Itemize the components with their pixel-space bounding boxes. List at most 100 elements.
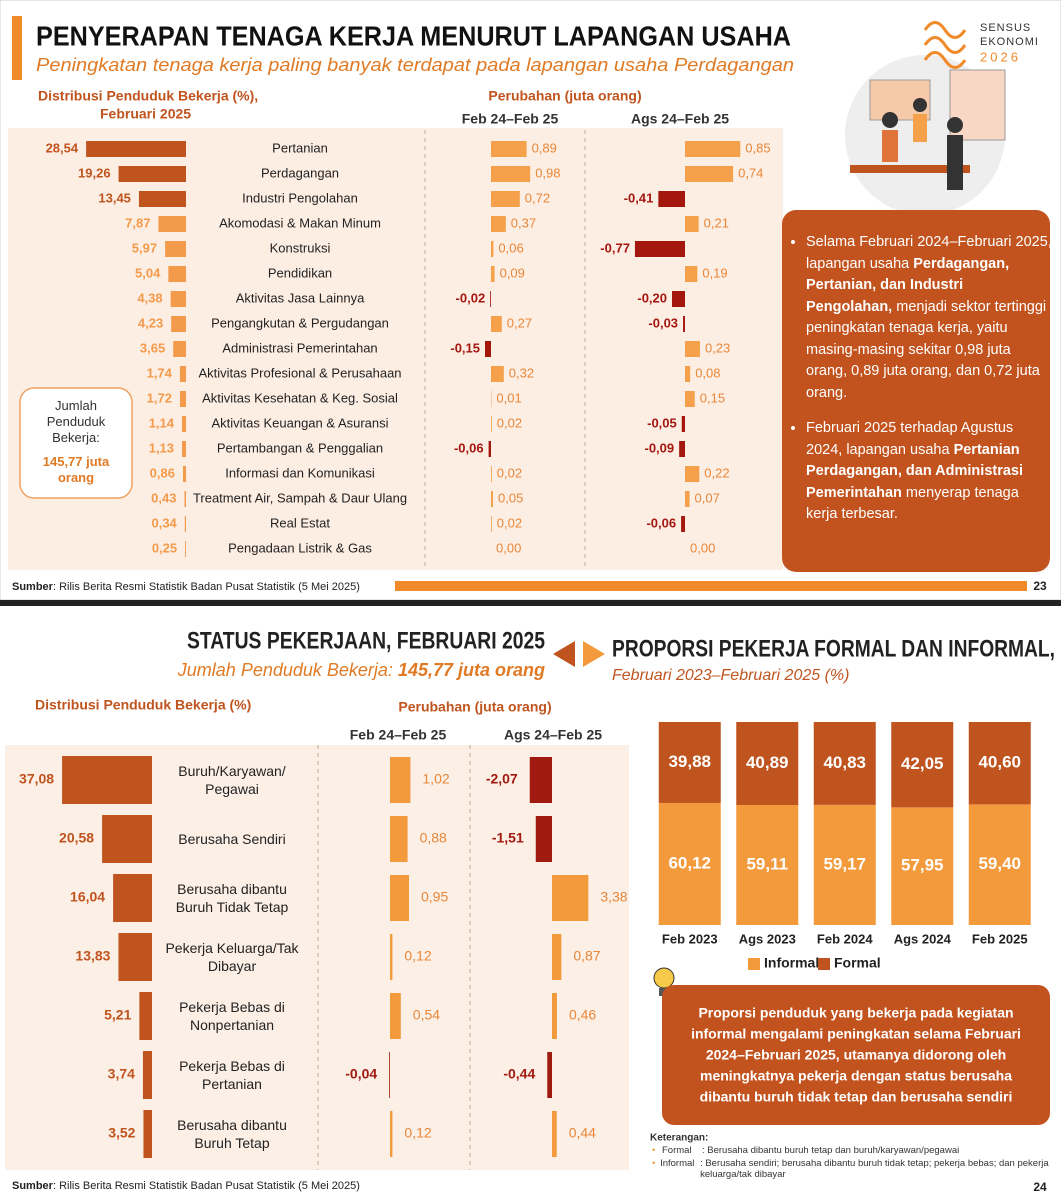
value-label: -0,03 [648, 315, 678, 330]
bar [491, 241, 494, 257]
bar [390, 816, 408, 862]
value-label: 20,58 [59, 830, 94, 846]
value-label: 4,23 [138, 315, 163, 330]
bullet-text: Pertanian Perdagangan, dan Administrasi … [806, 441, 1024, 501]
value-label: 0,23 [705, 340, 730, 355]
bar [535, 816, 552, 862]
bulb [653, 967, 675, 989]
bar [685, 366, 691, 382]
value-label: 0,46 [569, 1007, 596, 1023]
value-label: 42,05 [901, 754, 944, 773]
source: Sumber: Rilis Berita Resmi Statistik Bad… [12, 1180, 360, 1192]
value-label: 0,05 [498, 490, 523, 505]
category-label: Pertanian [272, 140, 328, 155]
note-term: Formal [662, 1145, 692, 1156]
bar [491, 366, 504, 382]
source-part: Sumber [12, 1180, 54, 1192]
bar [485, 341, 491, 357]
bar [658, 191, 685, 207]
bar [142, 1051, 152, 1099]
notes-title: Keterangan: [650, 1133, 708, 1144]
category-label: Industri Pengolahan [242, 190, 358, 205]
logo-mark [923, 21, 967, 39]
title: PENYERAPAN TENAGA KERJA MENURUT LAPANGAN… [36, 20, 791, 51]
bar [173, 341, 186, 357]
value-label: 5,21 [104, 1007, 131, 1023]
bar [685, 166, 734, 182]
illu-body [882, 130, 898, 162]
bar [491, 416, 492, 432]
x-tick-label: Feb 2024 [817, 931, 873, 946]
value-label: 13,83 [75, 948, 110, 964]
legend-swatch [818, 958, 830, 970]
bullet-text: Februari 2025 terhadap Agustus 2024, lap… [806, 420, 1014, 458]
category-label: Real Estat [270, 515, 330, 530]
value-label: 0,34 [151, 515, 177, 530]
value-label: 40,83 [823, 753, 866, 772]
info-box [19, 387, 133, 499]
bar [390, 875, 409, 921]
section-header: Perubahan (juta orang) [398, 699, 551, 715]
chart-subtitle: Februari 2025 [100, 106, 191, 122]
bullet-text: Perdagangan, Pertanian, dan Industri Pen… [806, 255, 1010, 315]
value-label: -0,41 [624, 190, 654, 205]
value-label: 0,86 [150, 465, 175, 480]
chart-title: Distribusi Penduduk Bekerja (%), [38, 88, 258, 104]
value-label: 4,38 [137, 290, 162, 305]
bar [685, 266, 698, 282]
bar [165, 241, 186, 257]
subtitle: Peningkatan tenaga kerja paling banyak t… [36, 55, 794, 75]
category-label: Pendidikan [268, 265, 332, 280]
bar [552, 1111, 557, 1157]
value-label: 37,08 [19, 771, 54, 787]
category-label: Pekerja Bebas di Nonpertanian [179, 999, 285, 1033]
value-label: 0,01 [496, 390, 521, 405]
bar [685, 341, 700, 357]
bar [182, 466, 186, 482]
bar [681, 416, 685, 432]
title: PROPORSI PEKERJA FORMAL DAN INFORMAL, [612, 635, 1055, 662]
category-label: Pertambangan & Penggalian [217, 440, 383, 455]
bar [491, 266, 495, 282]
value-label: 60,12 [668, 853, 711, 872]
bar-segment [968, 804, 1031, 925]
value-label: 1,13 [149, 440, 174, 455]
value-label: 0,72 [525, 190, 550, 205]
value-label: 1,72 [147, 390, 172, 405]
bar [547, 1052, 552, 1098]
value-label: 0,08 [695, 365, 720, 380]
legend-label: Informal [764, 955, 819, 971]
bar [118, 933, 152, 981]
bullet-text: Selama Februari 2024–Februari 2025, lapa… [806, 234, 1052, 272]
value-label: 28,54 [46, 140, 79, 155]
value-label: 1,14 [149, 415, 175, 430]
value-label: 0,88 [420, 830, 447, 846]
value-label: -0,44 [503, 1066, 535, 1082]
value-label: 13,45 [98, 190, 131, 205]
value-label: 0,98 [535, 165, 560, 180]
bar [685, 491, 690, 507]
bullet: Selama Februari 2024–Februari 2025, lapa… [806, 232, 1052, 404]
value-label: 0,00 [690, 540, 715, 555]
bar [634, 241, 685, 257]
bar [182, 441, 186, 457]
bar [491, 491, 493, 507]
value-label: -0,20 [637, 290, 667, 305]
value-label: 5,04 [135, 265, 161, 280]
bar [672, 291, 685, 307]
value-label: 3,65 [140, 340, 165, 355]
bar-segment [968, 722, 1031, 805]
value-label: 0,02 [497, 465, 522, 480]
illu-body [947, 135, 963, 190]
note: Informal: Berusaha sendiri; berusaha dib… [652, 1158, 1052, 1180]
bar [62, 756, 152, 804]
value-label: 7,87 [125, 215, 150, 230]
bar [158, 216, 186, 232]
bullet: Februari 2025 terhadap Agustus 2024, lap… [806, 418, 1052, 526]
logo-text: 2026 [980, 49, 1021, 64]
category-label: Aktivitas Keuangan & Asuransi [211, 415, 388, 430]
bar [184, 516, 186, 532]
callout-text: Proporsi penduduk yang bekerja pada kegi… [691, 1004, 1021, 1105]
value-label: 40,60 [978, 753, 1021, 772]
value-label: 3,52 [108, 1125, 135, 1141]
